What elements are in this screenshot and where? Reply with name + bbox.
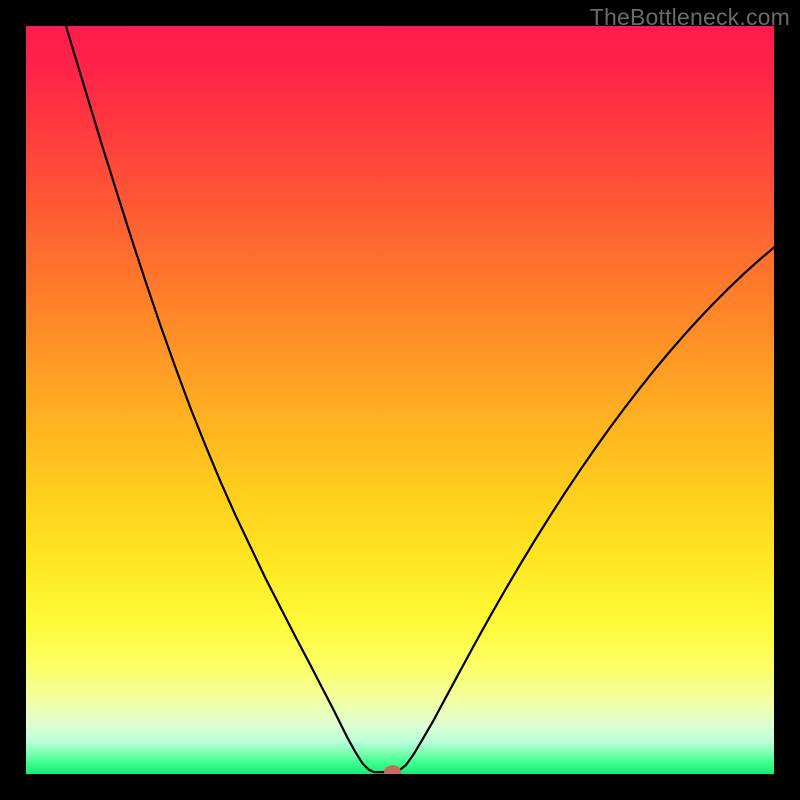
chart-container: TheBottleneck.com [0,0,800,800]
bottleneck-chart [0,0,800,800]
watermark-text: TheBottleneck.com [590,4,790,31]
chart-background-gradient [26,26,774,774]
